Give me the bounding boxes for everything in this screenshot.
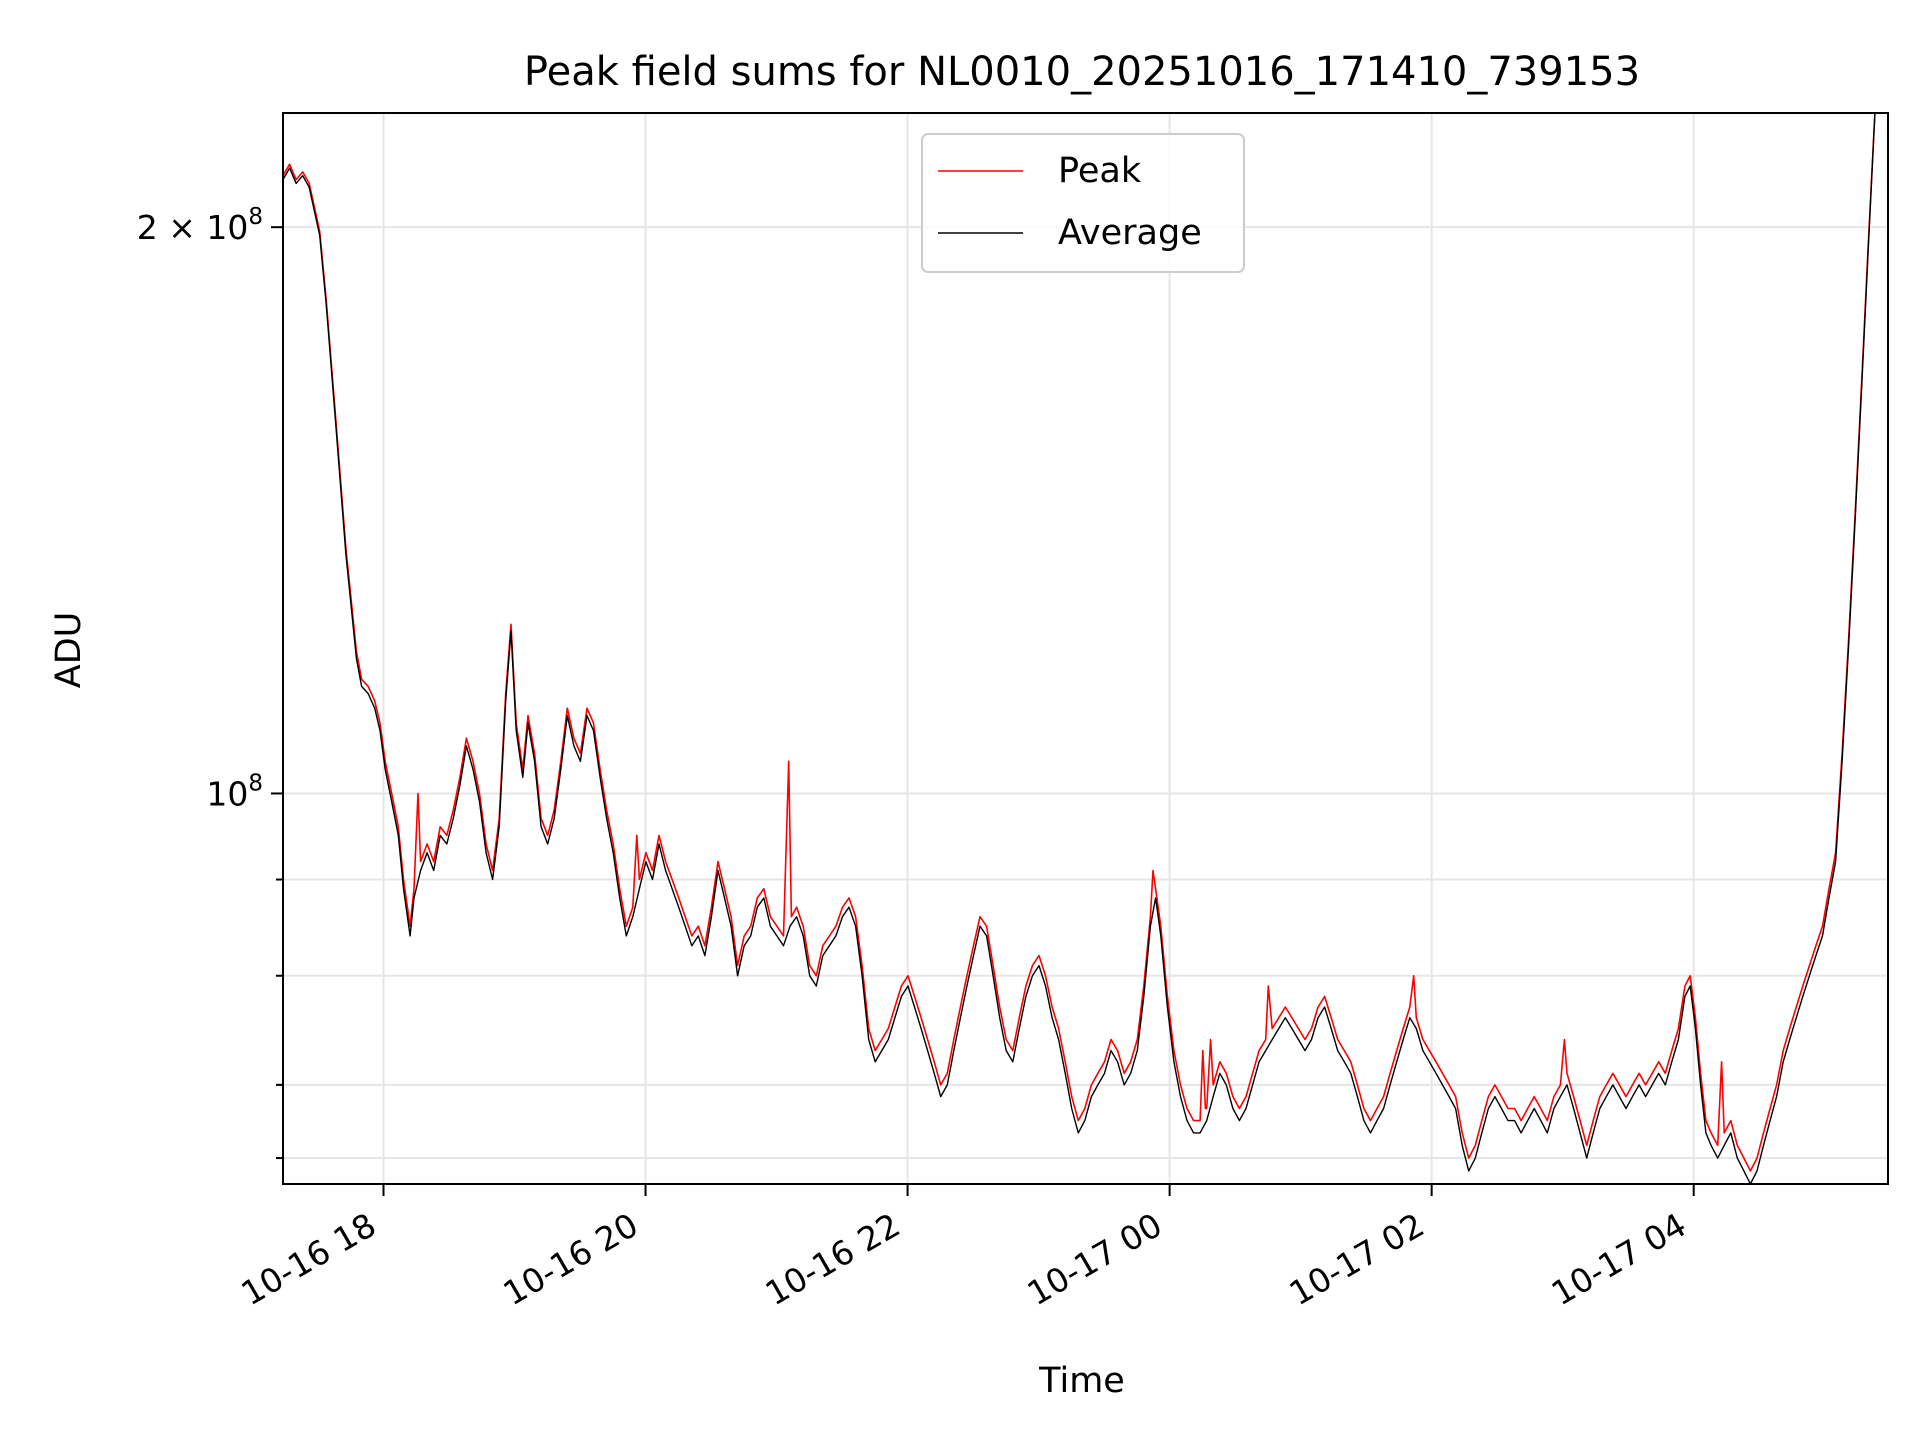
x-axis-label: Time bbox=[1038, 1361, 1125, 1401]
y-tick-label-0: 108 bbox=[206, 770, 263, 813]
legend-label-average: Average bbox=[1058, 213, 1202, 253]
legend-box bbox=[921, 133, 1245, 273]
legend: Peak Average bbox=[921, 133, 1245, 273]
y-tick-label-1: 2 × 108 bbox=[137, 204, 263, 247]
x-tick-label-2: 10-16 22 bbox=[759, 1205, 907, 1313]
chart-title: Peak field sums for NL0010_20251016_1714… bbox=[524, 49, 1640, 95]
x-tick-label-3: 10-17 00 bbox=[1021, 1205, 1169, 1313]
x-tick-label-0: 10-16 18 bbox=[234, 1205, 382, 1313]
series-line-peak bbox=[282, 112, 1876, 1172]
series-line-average bbox=[282, 112, 1876, 1185]
x-tick-label-5: 10-17 04 bbox=[1545, 1205, 1693, 1313]
y-axis-label: ADU bbox=[49, 612, 89, 689]
x-tick-label-1: 10-16 20 bbox=[497, 1205, 645, 1313]
series-lines bbox=[282, 112, 1876, 1185]
grid-lines bbox=[283, 113, 1888, 1184]
axis-ticks: 10-16 18 10-16 20 10-16 22 10-17 00 10-17 02… bbox=[137, 204, 1695, 1313]
legend-label-peak: Peak bbox=[1058, 151, 1142, 191]
plot-frame bbox=[282, 112, 1889, 1185]
x-tick-label-4: 10-17 02 bbox=[1283, 1205, 1431, 1313]
